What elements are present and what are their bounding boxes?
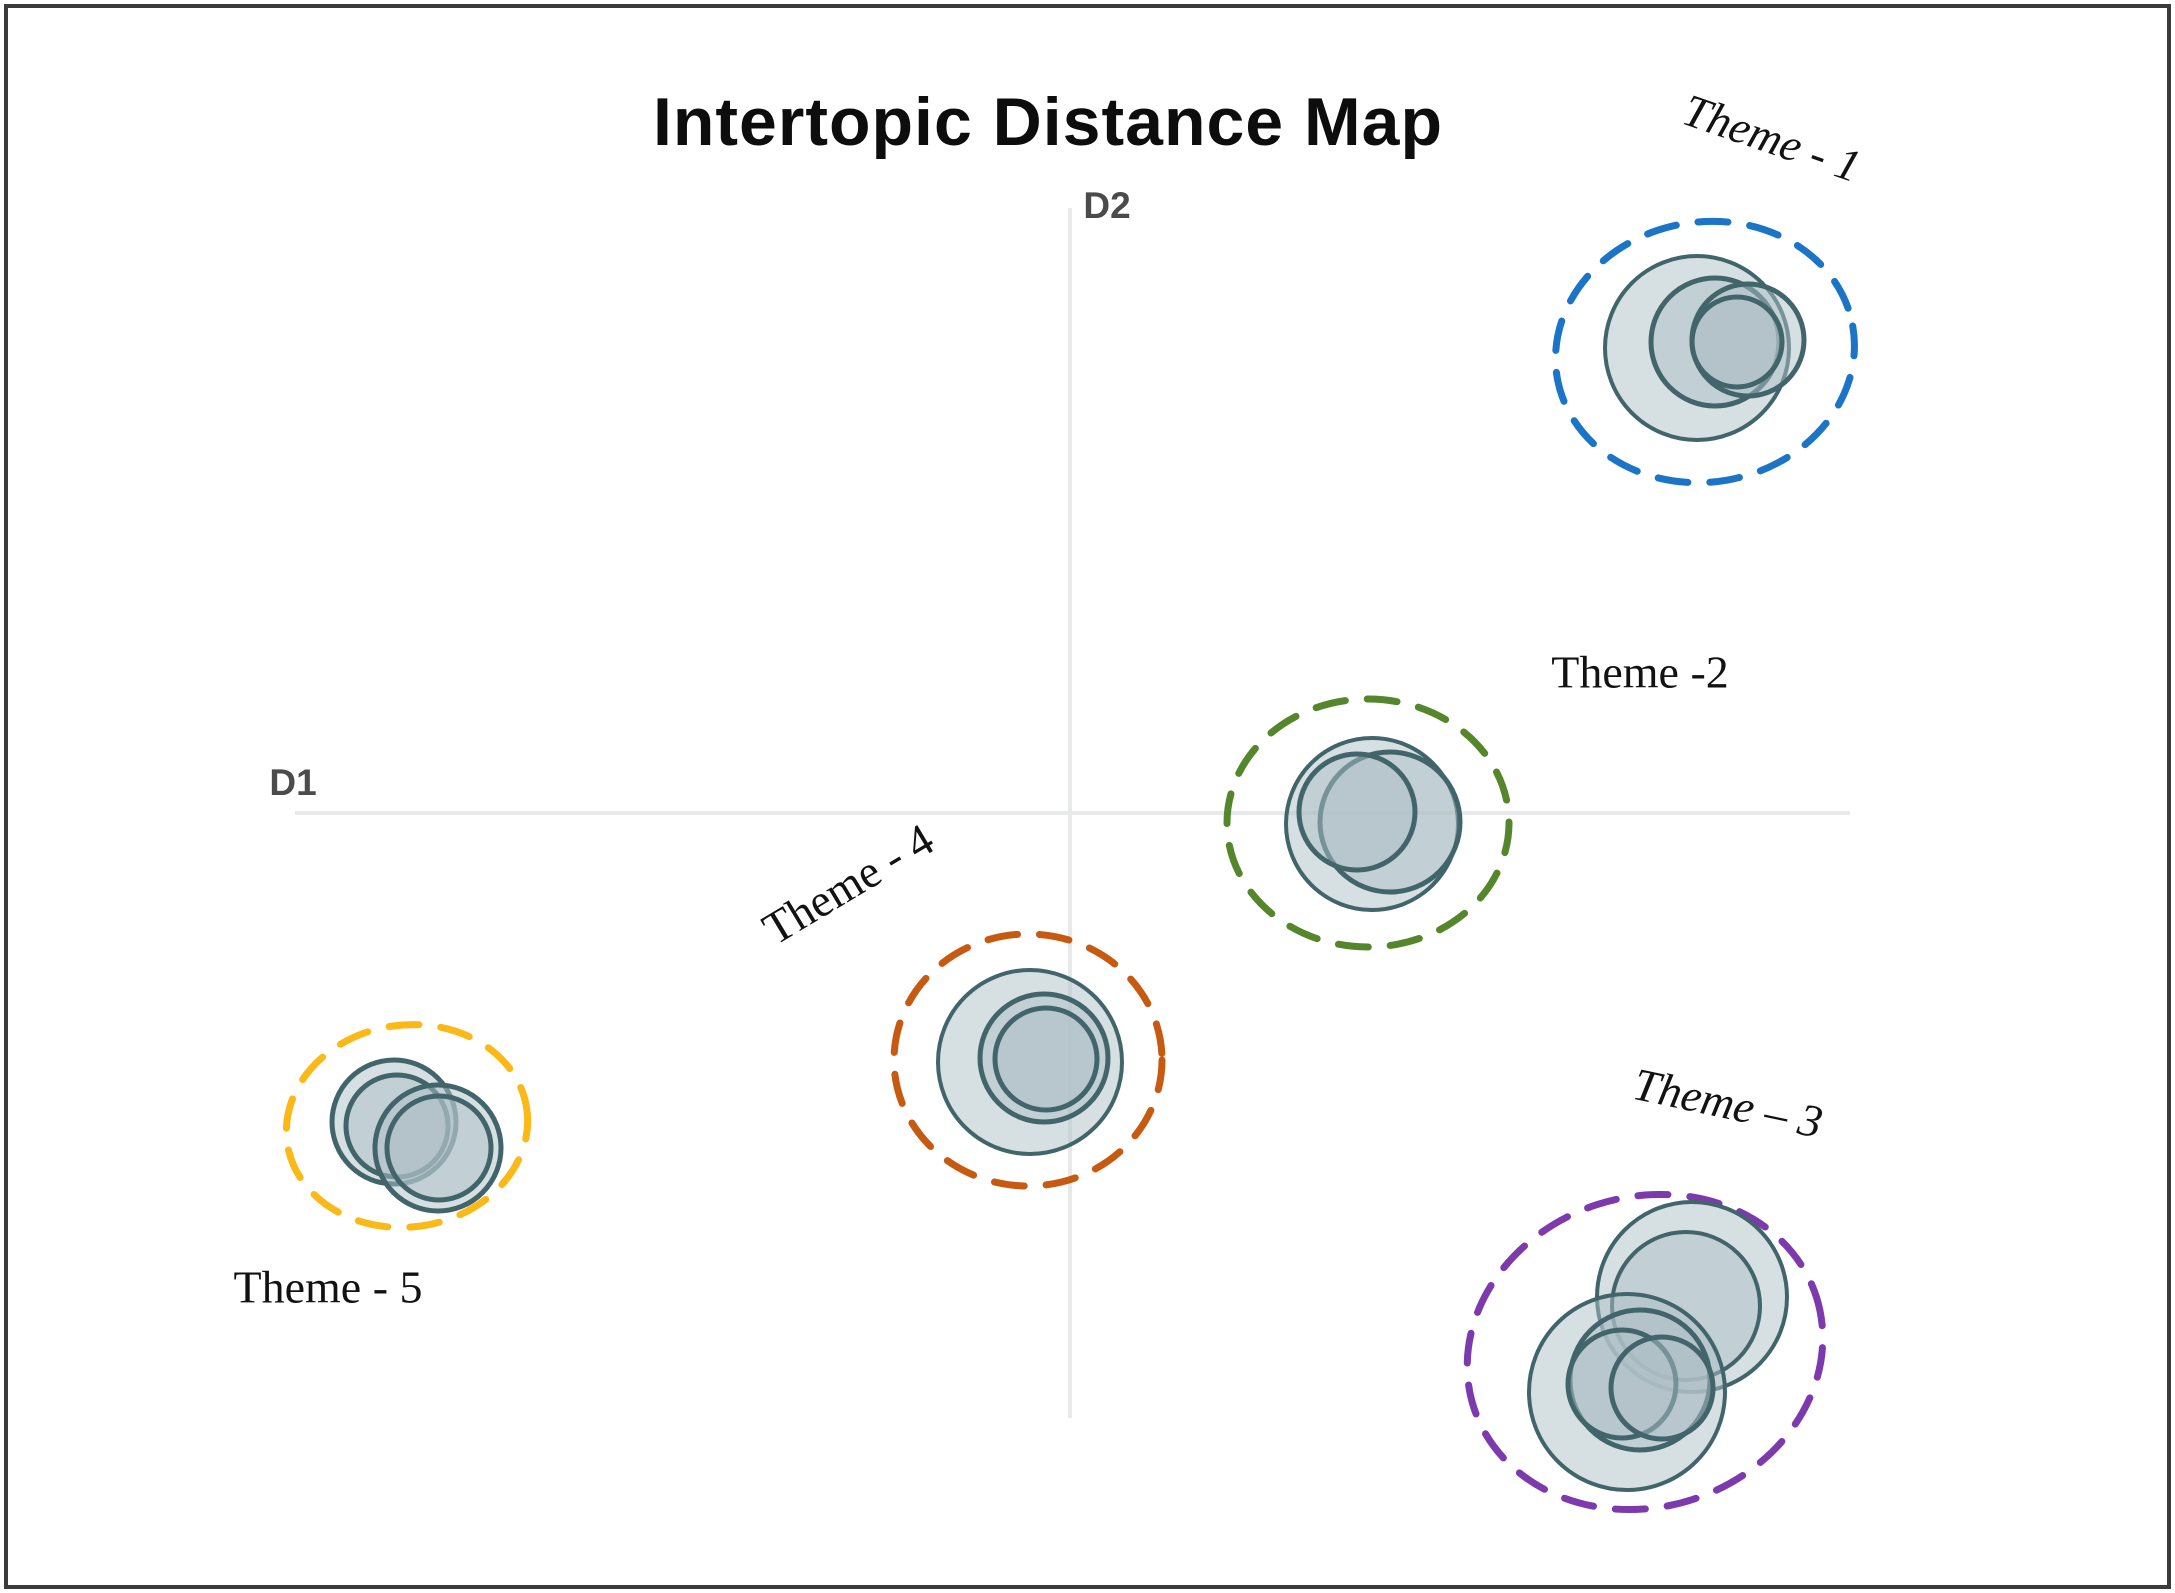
theme-4-ring	[890, 930, 1166, 1190]
cluster-theme-5	[282, 1021, 532, 1231]
theme-3-ring	[1463, 1190, 1827, 1514]
x-axis-label: D1	[269, 762, 317, 803]
y-axis-label: D2	[1083, 185, 1131, 226]
theme-2-ring	[1223, 695, 1513, 951]
theme-2-topic-bubble	[1296, 751, 1418, 873]
cluster-theme-3	[1463, 1190, 1827, 1514]
theme-1-ring	[1552, 217, 1858, 487]
cluster-theme-1	[1552, 217, 1858, 487]
cluster-theme-4	[890, 930, 1166, 1190]
theme-1-topic-bubble	[1689, 294, 1785, 390]
theme-3-topic-bubble	[1608, 1334, 1716, 1442]
theme-label-theme-5: Theme - 5	[233, 1261, 423, 1313]
theme-4-topic-bubble	[992, 1005, 1100, 1113]
theme-5-topic-bubble	[384, 1093, 494, 1203]
theme-label-theme-2: Theme -2	[1551, 646, 1729, 698]
cluster-theme-2	[1223, 695, 1513, 951]
chart-title: Intertopic Distance Map	[652, 84, 1444, 160]
theme-5-ring	[282, 1021, 532, 1231]
